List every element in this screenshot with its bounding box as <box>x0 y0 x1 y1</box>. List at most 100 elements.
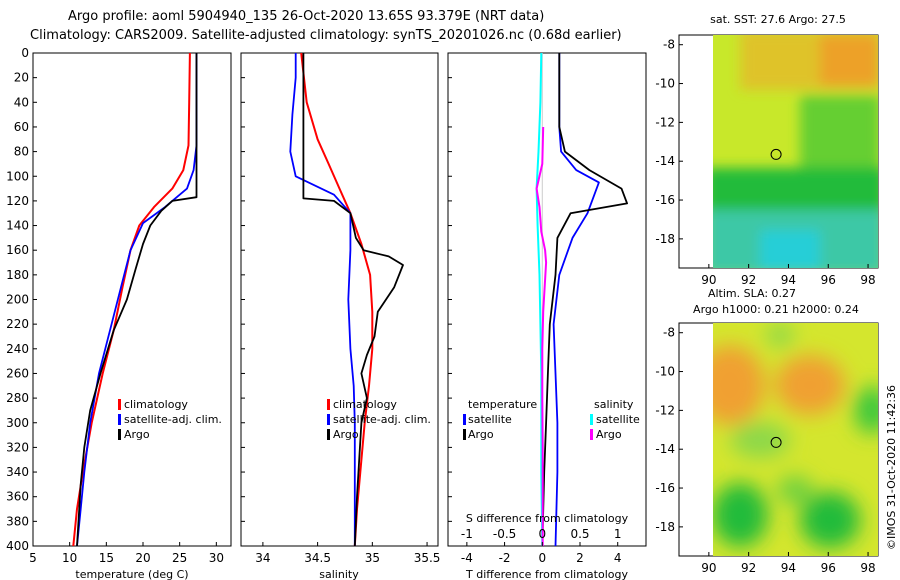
sst-heatmap <box>713 35 878 268</box>
y-tick-label: 0 <box>21 46 29 60</box>
x-tick-label: -4 <box>461 551 473 565</box>
y-tick-label: 200 <box>6 293 29 307</box>
map-y-tick-label: -10 <box>655 365 675 379</box>
legend-mark-t-satellite <box>463 414 466 425</box>
x-top-tick-label: -1 <box>461 527 473 541</box>
y-tick-label: 20 <box>14 71 29 85</box>
temperature-legend: climatology satellite-adj. clim. Argo <box>118 398 222 441</box>
y-tick-label: 240 <box>6 342 29 356</box>
y-tick-label: 100 <box>6 169 29 183</box>
x-tick-label: 30 <box>209 551 224 565</box>
s-difference-label: S difference from climatology <box>466 512 629 525</box>
map-x-tick-label: 92 <box>741 273 756 287</box>
x-top-tick-label: 1 <box>614 527 622 541</box>
sla-low-patch <box>730 422 790 458</box>
y-tick-label: 360 <box>6 490 29 504</box>
argo-location-marker <box>770 436 782 448</box>
argo-location-marker <box>770 148 782 160</box>
series-line-satellite-adj-clim- <box>289 53 356 546</box>
legend-mark-t-argo <box>463 429 466 440</box>
map-x-tick-label: 98 <box>860 561 875 575</box>
salinity-plot-frame <box>240 52 439 547</box>
series-line-climatology <box>72 52 191 547</box>
legend-t-title: temperature <box>468 398 537 411</box>
y-tick-label: 40 <box>14 95 29 109</box>
series-line-argo <box>302 53 404 547</box>
y-tick-label: 260 <box>6 366 29 380</box>
sst-green-band <box>713 168 878 213</box>
x-tick-label: 4 <box>614 551 622 565</box>
x-tick-label: 25 <box>172 551 187 565</box>
legend-satellite-adj: satellite-adj. clim. <box>124 413 222 426</box>
y-tick-label: 180 <box>6 268 29 282</box>
legend-satellite-adj: satellite-adj. clim. <box>333 413 431 426</box>
imos-credit: ©IMOS 31-Oct-2020 11:42:36 <box>885 385 898 550</box>
legend-argo: Argo <box>124 428 150 441</box>
map-y-tick-label: -8 <box>663 326 675 340</box>
title-line-1: Argo profile: aoml 5904940_135 26-Oct-20… <box>68 9 544 24</box>
y-tick-label: 380 <box>6 514 29 528</box>
x-tick-label: 0 <box>538 551 546 565</box>
temperature-plot-frame <box>32 52 232 547</box>
legend-mark-climatology <box>327 399 330 410</box>
legend-t-argo: Argo <box>468 428 494 441</box>
sla-low-patch <box>777 476 813 504</box>
y-tick-label: 60 <box>14 120 29 134</box>
legend-mark-satellite <box>118 414 121 425</box>
temperature-x-label: temperature (deg C) <box>75 568 188 580</box>
y-tick-label: 220 <box>6 317 29 331</box>
legend-mark-s-argo <box>590 429 593 440</box>
series-line-s-argo <box>535 126 548 546</box>
legend-climatology: climatology <box>124 398 188 411</box>
map-y-tick-label: -14 <box>655 442 675 456</box>
y-tick-label: 140 <box>6 219 29 233</box>
map-y-tick-label: -10 <box>655 77 675 91</box>
map-y-tick-label: -18 <box>655 232 675 246</box>
y-tick-label: 80 <box>14 145 29 159</box>
sla-map-panel: Altim. SLA: 0.27 Argo h1000: 0.21 h2000:… <box>655 287 879 575</box>
x-tick-label: -2 <box>499 551 511 565</box>
x-top-tick-label: 0 <box>538 527 546 541</box>
series-line-climatology <box>300 52 374 547</box>
x-tick-label: 2 <box>576 551 584 565</box>
series-line-t-satellite <box>552 53 600 547</box>
map-x-tick-label: 90 <box>701 561 716 575</box>
map-x-tick-label: 96 <box>821 273 836 287</box>
sla-high-patch <box>775 355 845 415</box>
y-tick-label: 300 <box>6 416 29 430</box>
map-x-tick-label: 94 <box>781 561 796 575</box>
sst-green-patch <box>800 95 878 175</box>
difference-plot-frame <box>447 52 647 547</box>
sst-cool-patch <box>760 230 820 268</box>
sst-warm-patch <box>820 35 878 85</box>
y-tick-label: 400 <box>6 539 29 553</box>
legend-mark-climatology <box>118 399 121 410</box>
x-tick-label: 34.5 <box>304 551 331 565</box>
legend-mark-argo <box>327 429 330 440</box>
legend-argo: Argo <box>333 428 359 441</box>
series-line-s-satellite <box>535 52 544 547</box>
legend-t-satellite: satellite <box>468 413 512 426</box>
map-y-tick-label: -12 <box>655 403 675 417</box>
sla-high-patch <box>713 345 765 425</box>
difference-panel: -4 -2 0 2 4 -1 -0.5 0 0.5 1 S difference from cli… <box>447 52 647 580</box>
salinity-x-label: salinity <box>319 568 359 580</box>
legend-climatology: climatology <box>333 398 397 411</box>
y-tick-label: 320 <box>6 440 29 454</box>
sst-map-title: sat. SST: 27.6 Argo: 27.5 <box>710 13 846 26</box>
map-x-tick-label: 96 <box>821 561 836 575</box>
series-line-satellite-adj-clim- <box>76 53 198 547</box>
x-top-tick-label: -0.5 <box>493 527 516 541</box>
sla-low-patch <box>854 386 878 434</box>
y-tick-label: 280 <box>6 391 29 405</box>
x-tick-label: 35 <box>365 551 380 565</box>
map-x-tick-label: 92 <box>741 561 756 575</box>
map-x-tick-label: 90 <box>701 273 716 287</box>
x-tick-label: 10 <box>62 551 77 565</box>
sla-map-title-2: Argo h1000: 0.21 h2000: 0.24 <box>693 303 859 316</box>
map-y-tick-label: -8 <box>663 38 675 52</box>
sla-map-title: Altim. SLA: 0.27 <box>708 287 796 300</box>
legend-s-satellite: satellite <box>596 413 640 426</box>
series-line-t-argo <box>541 53 628 547</box>
